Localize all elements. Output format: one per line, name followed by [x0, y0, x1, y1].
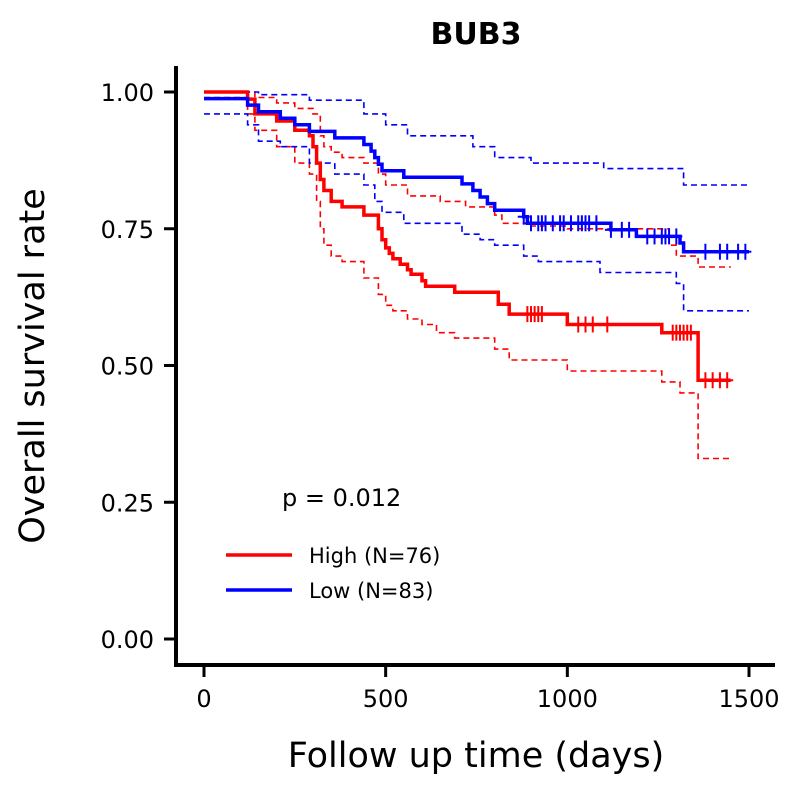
ci-lower-low	[204, 113, 749, 312]
p-value-annotation: p = 0.012	[282, 484, 401, 512]
chart-title: BUB3	[431, 17, 522, 52]
censor-mark-low	[670, 228, 683, 245]
axes: 0.00 0.25 0.50 0.75 1.00 0 500 1000 1500	[101, 66, 780, 713]
censor-mark-high	[684, 324, 697, 341]
censor-mark-low	[699, 243, 712, 260]
legend-item-high: High (N=76)	[226, 544, 440, 568]
censor-mark-high	[721, 372, 734, 389]
ci-lower-high	[204, 96, 731, 460]
x-tick-label: 1500	[718, 685, 779, 713]
censor-mark-low	[604, 221, 617, 238]
x-tick-label: 0	[196, 685, 211, 713]
legend-item-low: Low (N=83)	[226, 579, 433, 603]
censor-mark-high	[601, 316, 614, 333]
censor-mark-high	[586, 316, 599, 333]
legend-label-low: Low (N=83)	[309, 579, 433, 603]
y-tick-label: 0.75	[101, 216, 154, 244]
confidence-bands	[204, 91, 749, 460]
censor-mark-high	[535, 306, 548, 323]
censor-mark-low	[517, 208, 530, 225]
y-ticks: 0.00 0.25 0.50 0.75 1.00	[101, 79, 176, 654]
y-tick-label: 0.50	[101, 353, 154, 381]
x-tick-label: 1000	[537, 685, 598, 713]
censor-mark-low	[721, 243, 734, 260]
survival-curve-high	[204, 90, 731, 383]
censor-mark-low	[623, 221, 636, 238]
y-tick-label: 1.00	[101, 79, 154, 107]
plot-area	[204, 90, 752, 460]
x-axis-label: Follow up time (days)	[288, 736, 665, 776]
ci-upper-low	[204, 91, 749, 186]
censor-mark-low	[590, 215, 603, 232]
legend: High (N=76) Low (N=83)	[226, 544, 440, 603]
x-tick-label: 500	[363, 685, 409, 713]
legend-label-high: High (N=76)	[309, 544, 440, 568]
y-axis-label: Overall survival rate	[13, 188, 53, 544]
y-tick-label: 0.00	[101, 626, 154, 654]
x-ticks: 0 500 1000 1500	[196, 665, 780, 713]
ci-upper-high	[204, 91, 731, 268]
censor-mark-low	[739, 243, 752, 260]
censor-marks	[517, 208, 752, 389]
y-tick-label: 0.25	[101, 489, 154, 517]
